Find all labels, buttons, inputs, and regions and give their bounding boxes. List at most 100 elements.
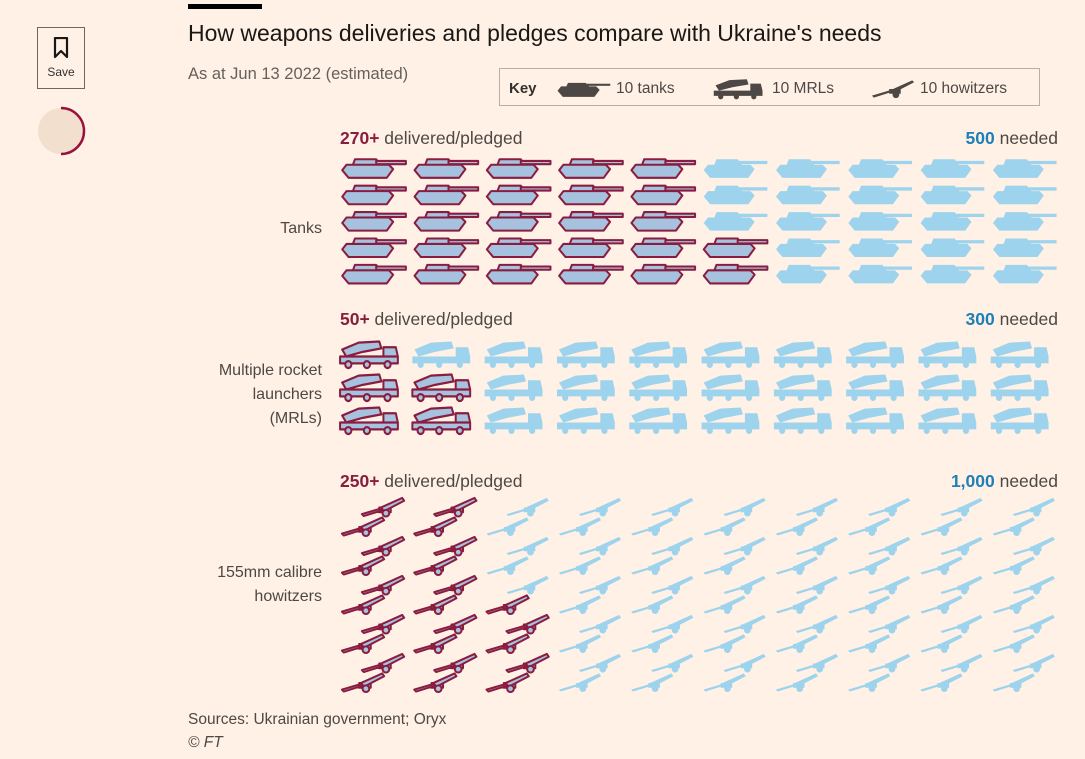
needed-howitzer-icon [558, 517, 602, 537]
needed-howitzer-icon [486, 556, 529, 576]
needed-howitzer-icon [940, 575, 983, 595]
tanks-label: Tanks [188, 217, 322, 241]
howitzer-needed-suffix: needed [994, 471, 1058, 491]
delivered-howitzer-icon [340, 672, 386, 693]
delivered-tank-icon [341, 184, 407, 206]
needed-howitzer-icon [868, 497, 911, 517]
needed-howitzer-icon [795, 536, 838, 556]
bookmark-icon [53, 37, 69, 59]
needed-mrl-icon [629, 374, 688, 401]
needed-tank-icon [992, 212, 1057, 231]
needed-howitzer-icon [578, 653, 622, 673]
delivered-tank-icon [702, 263, 769, 285]
needed-howitzer-icon [775, 517, 818, 537]
needed-howitzer-icon [992, 517, 1035, 537]
mrl-label: Multiple rocket launchers (MRLs) [188, 359, 322, 431]
mrl-delivered-suffix: delivered/pledged [369, 309, 513, 329]
delivered-mrl-icon [339, 406, 399, 436]
needed-howitzer-icon [795, 575, 838, 595]
delivered-howitzer-icon [360, 613, 406, 635]
needed-mrl-icon [846, 341, 904, 368]
delivered-howitzer-icon [360, 496, 406, 518]
needed-tank-icon [848, 185, 912, 205]
needed-howitzer-icon [775, 556, 818, 576]
delivered-howitzer-icon [433, 613, 478, 635]
tanks-label-line: Tanks [280, 220, 322, 237]
needed-howitzer-icon [795, 497, 838, 517]
needed-howitzer-icon [723, 497, 766, 517]
needed-howitzer-icon [703, 595, 746, 615]
needed-howitzer-icon [631, 517, 674, 537]
needed-tank-icon [703, 212, 768, 231]
howitzer-label-line-2: howitzers [254, 588, 322, 605]
needed-howitzer-icon [1012, 653, 1055, 673]
needed-howitzer-icon [723, 575, 766, 595]
needed-howitzer-icon [506, 497, 549, 517]
delivered-howitzer-icon [433, 574, 478, 596]
howitzer-delivered-suffix: delivered/pledged [379, 471, 523, 491]
legend-key: Key 10 tanks 10 MRLs 10 howitzers [499, 68, 1040, 106]
needed-howitzer-icon [578, 536, 622, 556]
needed-mrl-icon [990, 341, 1049, 368]
needed-mrl-icon [990, 374, 1049, 401]
needed-howitzer-icon [920, 595, 963, 615]
needed-tank-icon [848, 212, 912, 231]
delivered-howitzer-icon [433, 652, 478, 674]
needed-tank-icon [920, 159, 985, 178]
needed-mrl-icon [629, 341, 688, 368]
needed-mrl-icon [484, 341, 543, 368]
delivered-tank-icon [630, 184, 697, 206]
sources-note: Sources: Ukrainian government; Oryx [188, 711, 447, 728]
needed-mrl-icon [846, 374, 904, 401]
needed-mrl-icon [918, 407, 977, 434]
progress-arc [60, 106, 86, 156]
save-button[interactable]: Save [37, 27, 85, 89]
needed-howitzer-icon [1012, 536, 1055, 556]
top-rule [188, 4, 262, 9]
delivered-howitzer-icon [360, 652, 406, 674]
howitzer-delivered-count: 250+ delivered/pledged [340, 471, 522, 492]
needed-howitzer-icon [920, 673, 963, 693]
needed-howitzer-icon [1012, 614, 1055, 634]
needed-howitzer-icon [578, 614, 622, 634]
delivered-tank-icon [341, 211, 407, 232]
needed-tank-icon [920, 238, 985, 258]
delivered-howitzer-icon [485, 633, 530, 654]
delivered-tank-icon [558, 237, 624, 259]
needed-tank-icon [776, 159, 840, 178]
howitzer-label: 155mm calibre howitzers [188, 561, 322, 609]
icon-group-0 [341, 158, 1057, 285]
needed-mrl-icon [484, 374, 543, 401]
delivered-tank-icon [341, 263, 407, 285]
needed-howitzer-icon [848, 556, 891, 576]
needed-howitzer-icon [631, 673, 674, 693]
needed-tank-icon [848, 159, 912, 178]
needed-mrl-icon [556, 407, 615, 434]
needed-howitzer-icon [848, 517, 891, 537]
howitzer-needed-count: 1,000 needed [951, 471, 1058, 492]
needed-howitzer-icon [506, 536, 549, 556]
needed-howitzer-icon [940, 497, 983, 517]
delivered-howitzer-icon [413, 555, 458, 576]
delivered-howitzer-icon [485, 672, 530, 693]
needed-tank-icon [776, 185, 840, 205]
needed-howitzer-icon [631, 556, 674, 576]
needed-howitzer-icon [940, 653, 983, 673]
howitzer-label-line-1: 155mm calibre [217, 564, 322, 581]
needed-howitzer-icon [992, 595, 1035, 615]
key-mrl-icon [713, 79, 763, 100]
needed-mrl-icon [556, 374, 615, 401]
needed-howitzer-icon [651, 653, 694, 673]
delivered-tank-icon [630, 237, 697, 259]
needed-howitzer-icon [578, 497, 622, 517]
howitzer-delivered-number: 250+ [340, 471, 380, 491]
delivered-howitzer-icon [340, 633, 386, 654]
needed-mrl-icon [701, 341, 760, 368]
needed-howitzer-icon [868, 536, 911, 556]
key-tank-label: 10 tanks [616, 80, 675, 97]
delivered-howitzer-icon [360, 574, 406, 596]
needed-howitzer-icon [651, 497, 694, 517]
delivered-tank-icon [413, 211, 480, 232]
delivered-tank-icon [485, 237, 552, 259]
